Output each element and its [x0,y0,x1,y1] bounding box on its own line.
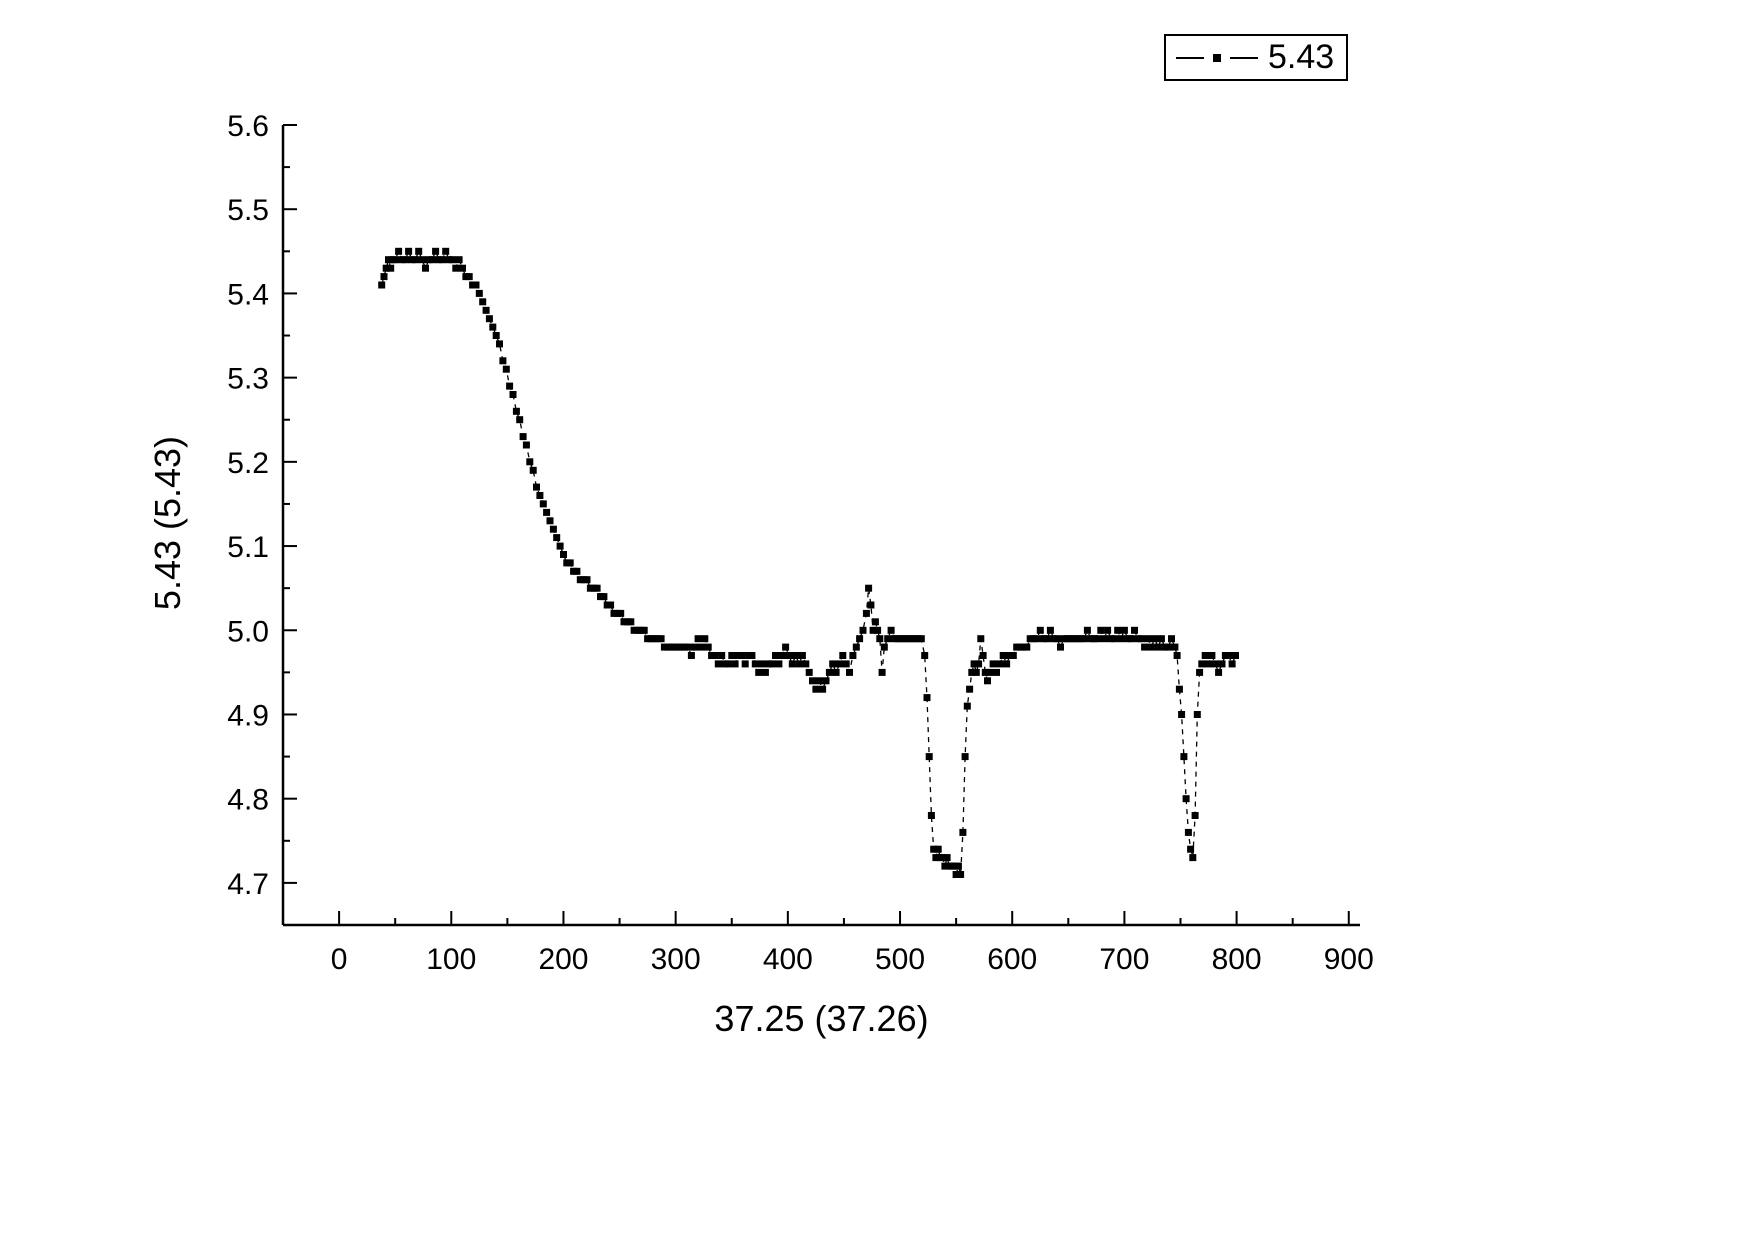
svg-text:5.5: 5.5 [227,194,269,227]
svg-text:600: 600 [987,943,1037,976]
x-axis-label: 37.25 (37.26) [714,998,929,1039]
legend: 5.43 [1164,34,1349,82]
svg-text:5.2: 5.2 [227,447,269,480]
svg-text:4.7: 4.7 [227,868,269,901]
svg-text:4.9: 4.9 [227,699,269,732]
svg-text:900: 900 [1324,943,1374,976]
svg-text:400: 400 [763,943,813,976]
legend-line-marker-icon [1176,53,1258,62]
svg-text:800: 800 [1212,943,1262,976]
svg-text:5.1: 5.1 [227,531,269,564]
y-axis-label: 5.43 (5.43) [147,435,188,611]
svg-text:700: 700 [1099,943,1149,976]
svg-text:4.8: 4.8 [227,784,269,817]
svg-text:500: 500 [875,943,925,976]
svg-text:0: 0 [331,943,348,976]
svg-text:5.6: 5.6 [227,110,269,143]
svg-text:5.0: 5.0 [227,615,269,648]
svg-text:300: 300 [651,943,701,976]
svg-text:200: 200 [538,943,588,976]
svg-text:5.3: 5.3 [227,363,269,396]
svg-text:5.4: 5.4 [227,278,269,311]
legend-label: 5.43 [1268,38,1335,76]
svg-text:100: 100 [426,943,476,976]
